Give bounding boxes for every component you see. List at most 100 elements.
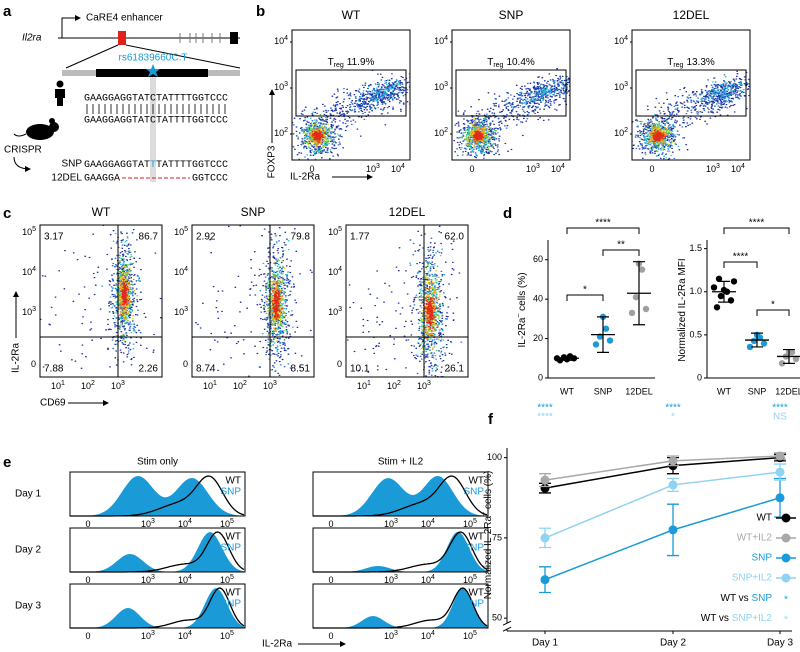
tick-label: 0 bbox=[328, 631, 333, 641]
density-plot bbox=[632, 70, 750, 160]
seq-part: TATTTTGGTCCC bbox=[156, 160, 228, 171]
y-tick-label: 0 bbox=[538, 372, 543, 382]
plot-title: 12DEL bbox=[389, 205, 426, 219]
quadrant-value: 2.26 bbox=[139, 364, 159, 375]
gate-name: T bbox=[667, 57, 673, 68]
data-point bbox=[540, 575, 550, 585]
tick-base: 10 bbox=[421, 631, 431, 641]
data-point bbox=[730, 278, 738, 285]
gate-label: Treg 11.9% bbox=[328, 57, 375, 69]
label-part: Normalized IL-2Ra bbox=[483, 515, 494, 599]
gate-sub: reg bbox=[673, 62, 683, 69]
legend-marker bbox=[781, 573, 791, 583]
x-tick-label: Day 2 bbox=[660, 638, 687, 649]
del-seq-right: GGTCCC bbox=[192, 174, 228, 185]
plot-frame bbox=[312, 527, 489, 573]
legend-label: SNP bbox=[463, 487, 484, 498]
snp-histogram bbox=[313, 588, 488, 628]
tick-base: 10 bbox=[434, 36, 444, 46]
plot-frame bbox=[312, 471, 489, 517]
legend-label: SNP bbox=[751, 553, 772, 564]
snp-highlight bbox=[150, 72, 156, 182]
x-tick-label: WT bbox=[560, 386, 574, 396]
legend-label: WT bbox=[225, 588, 241, 599]
tick-label: 0 bbox=[469, 164, 474, 174]
plot-frame bbox=[631, 29, 751, 161]
snp-star bbox=[146, 64, 160, 77]
tick-base: 10 bbox=[421, 519, 431, 529]
tick-exp: 3 bbox=[394, 574, 398, 581]
tick-label: 102 bbox=[387, 380, 401, 392]
tick-exp: 5 bbox=[473, 574, 477, 581]
del-label: 12DEL bbox=[51, 173, 82, 184]
data-point bbox=[632, 293, 640, 301]
tick-exp: 3 bbox=[121, 380, 125, 387]
significance-label: * bbox=[671, 412, 675, 423]
panel-label: d bbox=[503, 205, 512, 222]
tick-exp: 3 bbox=[184, 306, 188, 313]
tick-base: 10 bbox=[233, 381, 243, 391]
tick-exp: 3 bbox=[394, 630, 398, 637]
density-dots bbox=[635, 74, 750, 128]
plot-title: WT bbox=[92, 205, 111, 219]
tick-base: 10 bbox=[141, 519, 151, 529]
tick-label: 0 bbox=[309, 164, 314, 174]
tick-label: 102 bbox=[233, 380, 247, 392]
tick-exp: 4 bbox=[431, 574, 435, 581]
tick-base: 10 bbox=[22, 267, 32, 277]
tick-label: 104 bbox=[614, 35, 628, 47]
tick-label: 103 bbox=[22, 306, 36, 318]
legend-label: SNP+IL2 bbox=[732, 573, 773, 584]
tick-label: 103 bbox=[111, 380, 125, 392]
tick-base: 10 bbox=[141, 575, 151, 585]
tick-exp: 5 bbox=[230, 518, 234, 525]
data-point bbox=[746, 343, 754, 351]
tick-label: 0 bbox=[85, 519, 90, 529]
x-tick-label: SNP bbox=[748, 386, 767, 396]
tick-label: 103 bbox=[706, 163, 720, 175]
significance-label: **** bbox=[665, 403, 681, 414]
significance-label: **** bbox=[733, 252, 749, 263]
panel-label: e bbox=[3, 454, 11, 471]
data-point bbox=[760, 340, 768, 347]
tick-exp: 3 bbox=[716, 163, 720, 170]
alignment-bars bbox=[86, 104, 226, 114]
legend-label: WT vs SNP bbox=[721, 593, 773, 604]
tick-base: 10 bbox=[178, 631, 188, 641]
data-point bbox=[668, 525, 678, 535]
tick-label: 104 bbox=[174, 266, 188, 278]
legend-part: SNP+IL2 bbox=[732, 613, 773, 624]
quadrant-value: 1.77 bbox=[350, 232, 370, 243]
gate-sub: reg bbox=[334, 62, 344, 69]
tick-exp: 1 bbox=[367, 380, 371, 387]
label-part: cells (%) bbox=[517, 272, 528, 313]
tick-base: 10 bbox=[328, 227, 338, 237]
data-point bbox=[775, 451, 785, 461]
tick-exp: 3 bbox=[376, 163, 380, 170]
quadrant-value: 3.17 bbox=[44, 232, 64, 243]
tick-base: 0 bbox=[337, 359, 342, 369]
density-dots bbox=[472, 130, 485, 143]
tick-exp: 3 bbox=[32, 306, 36, 313]
legend-marker bbox=[781, 513, 791, 523]
tick-label: 104 bbox=[434, 35, 448, 47]
tick-exp: 4 bbox=[624, 35, 628, 42]
tick-base: 10 bbox=[174, 307, 184, 317]
legend-label: WT vs SNP+IL2 bbox=[701, 613, 773, 624]
legend-label: SNP bbox=[220, 599, 241, 610]
mouse-icon bbox=[13, 118, 59, 140]
tick-exp: 5 bbox=[338, 226, 342, 233]
legend-label: SNP bbox=[220, 543, 241, 554]
tick-label: 103 bbox=[526, 163, 540, 175]
gate-name: T bbox=[487, 57, 493, 68]
tick-label: 0 bbox=[31, 359, 36, 369]
human-seq: GAAGGAGGTATCTATTTTGGTCCC bbox=[84, 94, 228, 105]
tick-label: 102 bbox=[614, 127, 628, 139]
tick-base: 10 bbox=[274, 128, 284, 138]
significance-label: ** bbox=[617, 240, 625, 251]
tick-label: 0 bbox=[183, 359, 188, 369]
plot-frame bbox=[451, 29, 571, 161]
x-tick-label: Day 1 bbox=[532, 638, 559, 649]
tick-base: 10 bbox=[387, 381, 397, 391]
tick-exp: 3 bbox=[624, 81, 628, 88]
